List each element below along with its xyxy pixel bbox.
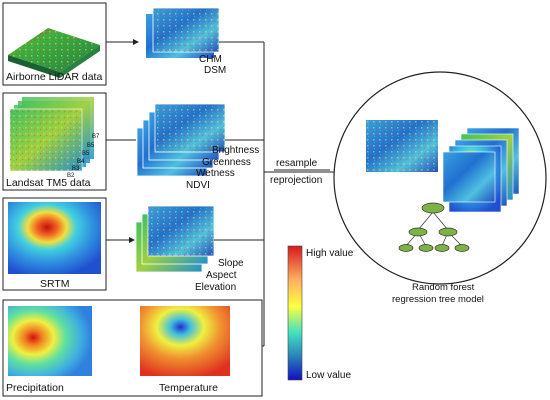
greenness-label: Greenness — [202, 157, 251, 168]
landsat-bands-image — [9, 97, 94, 172]
elevation-label: Elevation — [195, 282, 237, 293]
precipitation-map — [8, 306, 92, 376]
lidar-input-group — [2, 2, 107, 86]
lidar-label: Airborne LiDAR data — [6, 71, 103, 83]
chm-dsm-stack — [146, 7, 220, 58]
model-label-line2: regression tree model — [392, 294, 484, 305]
ndvi-label: NDVI — [186, 180, 210, 191]
random-forest-group — [333, 71, 547, 285]
aspect-label: Aspect — [206, 270, 237, 281]
climate-input-group — [2, 299, 263, 397]
legend-low-label: Low value — [306, 370, 352, 381]
regression-tree-icon — [398, 202, 470, 252]
precipitation-label: Precipitation — [6, 382, 64, 394]
landsat-band-label-b7: B7 — [92, 134, 100, 140]
srtm-label: SRTM — [40, 278, 70, 290]
landsat-band-label-b2: B2 — [67, 173, 75, 179]
dsm-label: DSM — [204, 65, 227, 76]
resample-label: resample — [276, 158, 318, 169]
landsat-band-label-b5a: B5 — [87, 143, 95, 149]
srtm-dem-image — [8, 202, 101, 274]
lidar-point-cloud-image — [8, 28, 100, 78]
temperature-map — [140, 306, 230, 376]
value-legend-bar — [287, 245, 303, 381]
slope-label: Slope — [218, 258, 244, 269]
chm-label: CHM — [199, 54, 222, 65]
landsat-band-label-b4: B4 — [77, 159, 85, 165]
landsat-index-stack — [136, 103, 226, 177]
landsat-input-group — [2, 92, 107, 191]
connector-lines — [214, 41, 334, 347]
temperature-label: Temperature — [159, 382, 218, 394]
landsat-label: Landsat TM5 data — [6, 177, 91, 189]
landsat-band-label-b3: B3 — [72, 166, 80, 172]
model-label-line1: Random forest — [412, 282, 475, 293]
legend-high-label: High value — [306, 248, 354, 259]
srtm-input-group — [2, 197, 107, 291]
brightness-label: Brightness — [212, 145, 260, 156]
reprojection-label: reprojection — [270, 175, 323, 186]
terrain-stack — [135, 205, 215, 273]
landsat-band-label-b5b: B5 — [82, 151, 90, 157]
wetness-label: Wetness — [196, 168, 235, 179]
